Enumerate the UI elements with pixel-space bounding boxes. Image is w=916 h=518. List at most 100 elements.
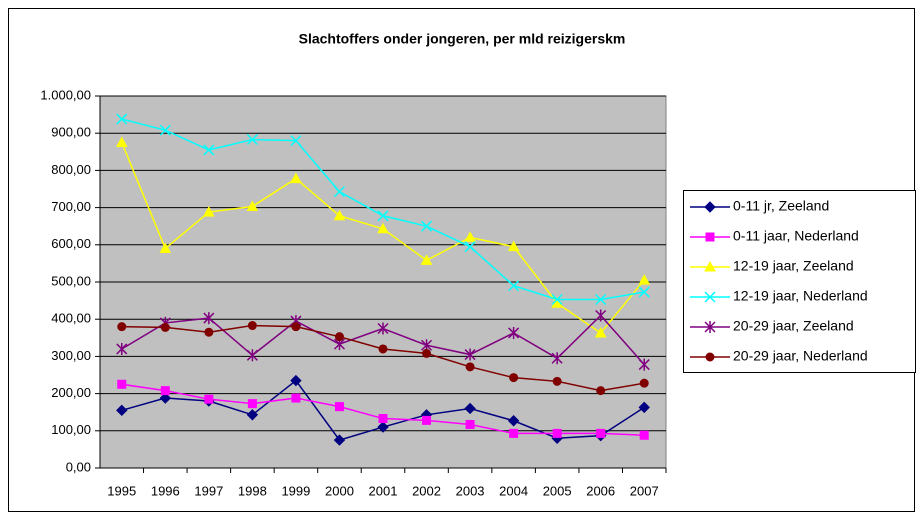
- marker: [464, 402, 476, 415]
- marker: [203, 312, 215, 325]
- marker: [594, 326, 607, 338]
- y-tick-label: 300,00: [51, 348, 91, 363]
- y-tick-label: 0,00: [66, 459, 91, 474]
- marker: [378, 344, 388, 354]
- x-tick-label: 2000: [325, 483, 354, 498]
- legend-label: 20-29 jaar, Zeeland: [733, 318, 854, 334]
- y-tick-label: 700,00: [51, 199, 91, 214]
- marker: [705, 232, 715, 242]
- marker: [509, 373, 519, 383]
- marker: [595, 309, 607, 322]
- x-tick-label: 2003: [456, 483, 485, 498]
- legend-label: 20-29 jaar, Nederland: [733, 348, 868, 364]
- marker: [160, 386, 170, 396]
- marker: [421, 220, 433, 232]
- marker: [420, 254, 433, 265]
- marker: [704, 291, 716, 303]
- marker: [204, 394, 214, 404]
- marker: [422, 415, 432, 425]
- x-tick-label: 2007: [630, 483, 659, 498]
- marker: [117, 379, 127, 389]
- marker: [638, 358, 650, 371]
- legend-label: 12-19 jaar, Zeeland: [733, 258, 854, 274]
- marker: [704, 201, 716, 213]
- marker: [117, 322, 127, 332]
- marker: [464, 231, 476, 242]
- y-tick-label: 600,00: [51, 236, 91, 251]
- marker: [705, 352, 715, 362]
- marker: [551, 293, 563, 306]
- marker: [333, 209, 346, 221]
- marker: [290, 135, 302, 147]
- marker: [291, 393, 301, 403]
- y-tick-label: 400,00: [51, 311, 91, 326]
- marker: [334, 332, 344, 342]
- marker: [290, 172, 302, 184]
- marker: [465, 419, 475, 429]
- marker: [596, 428, 606, 438]
- marker: [552, 376, 562, 386]
- marker: [203, 144, 215, 156]
- marker: [246, 133, 258, 146]
- marker: [247, 399, 257, 409]
- x-tick-label: 2001: [369, 483, 398, 498]
- marker: [639, 378, 649, 388]
- marker: [116, 404, 128, 417]
- marker: [507, 415, 520, 427]
- x-tick-label: 2004: [499, 483, 528, 498]
- x-tick-label: 1995: [107, 483, 136, 498]
- marker: [464, 241, 476, 253]
- marker: [509, 428, 519, 438]
- marker: [638, 274, 651, 285]
- marker: [704, 260, 716, 272]
- marker: [596, 386, 606, 396]
- marker: [291, 322, 301, 332]
- x-tick-label: 1998: [238, 483, 267, 498]
- marker: [115, 136, 128, 147]
- y-tick-label: 800,00: [51, 162, 91, 177]
- y-tick-label: 900,00: [51, 125, 91, 140]
- marker: [246, 409, 259, 421]
- marker: [377, 222, 389, 234]
- marker: [290, 374, 302, 387]
- marker: [247, 321, 257, 331]
- marker: [551, 352, 563, 365]
- marker: [333, 434, 346, 446]
- y-tick-label: 200,00: [51, 385, 91, 400]
- marker: [552, 428, 562, 438]
- marker: [246, 200, 259, 211]
- x-tick-label: 2002: [412, 483, 441, 498]
- legend-label: 0-11 jr, Zeeland: [733, 198, 829, 214]
- marker: [116, 113, 128, 125]
- x-tick-label: 1996: [151, 483, 180, 498]
- marker: [464, 348, 476, 361]
- marker: [159, 242, 172, 254]
- marker: [202, 206, 215, 217]
- marker: [160, 322, 170, 332]
- x-tick-label: 1997: [194, 483, 223, 498]
- marker: [704, 321, 716, 333]
- x-tick-label: 2006: [586, 483, 615, 498]
- marker: [639, 430, 649, 440]
- y-tick-label: 1.000,00: [40, 87, 91, 102]
- marker: [465, 362, 475, 372]
- marker: [334, 402, 344, 412]
- marker: [638, 401, 650, 414]
- legend-label: 0-11 jaar, Nederland: [733, 228, 859, 244]
- marker: [159, 392, 172, 404]
- legend-label: 12-19 jaar, Nederland: [733, 288, 868, 304]
- marker: [507, 240, 520, 252]
- marker: [377, 210, 389, 222]
- marker: [333, 186, 345, 198]
- x-tick-label: 2005: [543, 483, 572, 498]
- marker: [377, 322, 389, 335]
- marker: [116, 342, 128, 355]
- legend-box: [683, 190, 916, 373]
- marker: [508, 326, 520, 339]
- marker: [246, 349, 258, 362]
- marker: [377, 421, 389, 433]
- marker: [422, 348, 432, 358]
- marker: [204, 327, 214, 337]
